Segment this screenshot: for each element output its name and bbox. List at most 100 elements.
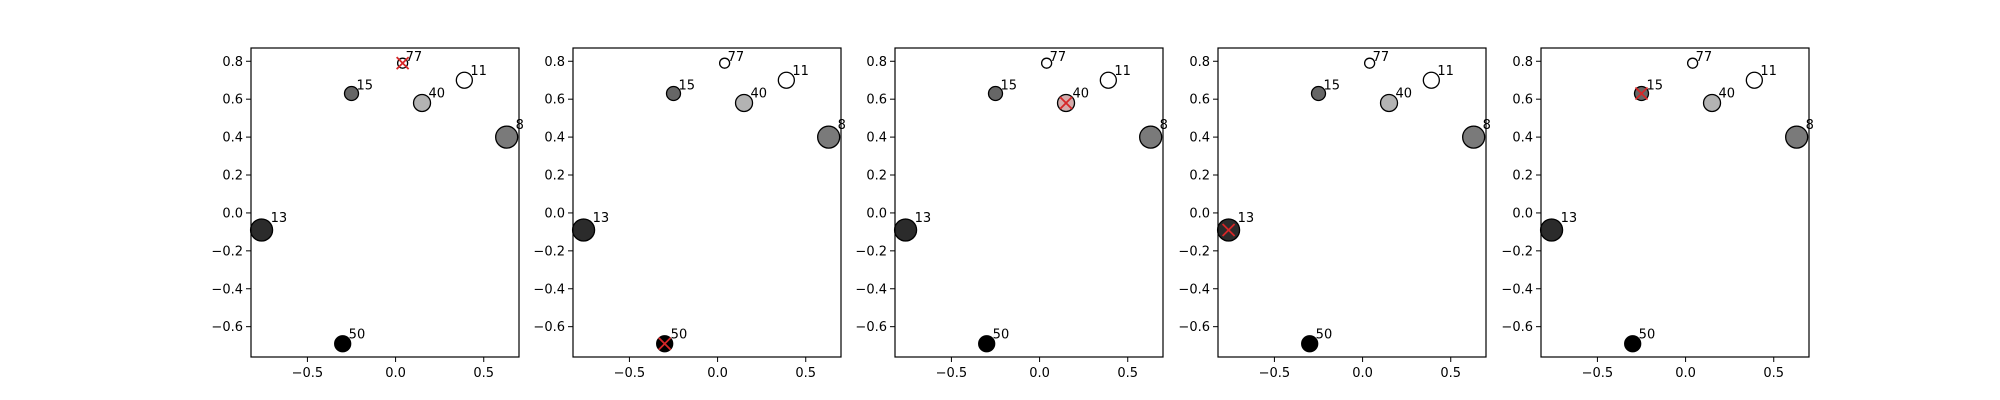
scatter-panel-3: 77 11 15 40 8 13 50 −0.5 0.0 0.5 −0.6 −0.4 −0.2 0.0 0.… [855,47,1168,381]
point-label-77: 77 [1050,50,1067,65]
point-11 [1422,71,1440,89]
highlight-marker-b [1634,86,1649,101]
x-tick-label: −0.5 [614,366,646,381]
y-tick-label: 0.8 [544,55,565,70]
y-tick-label: 0.2 [544,169,565,184]
point-label-13: 13 [1561,211,1578,226]
point-label-40: 40 [1396,86,1413,101]
point-label-15: 15 [1324,78,1341,93]
x-tick-label: −0.5 [292,366,324,381]
point-label-50: 50 [349,328,366,343]
x-tick-label: 0.5 [1117,366,1138,381]
x-tick-label: −0.5 [936,366,968,381]
point-label-11: 11 [1437,64,1454,79]
point-77 [1363,57,1376,69]
point-40 [734,93,754,113]
x-tick-label: 0.5 [795,366,816,381]
x-tick-label: 0.0 [1675,366,1696,381]
point-label-50: 50 [993,328,1010,343]
point-label-77: 77 [1696,50,1713,65]
point-label-11: 11 [1760,64,1777,79]
point-15 [987,85,1004,102]
y-tick-label: 0.0 [544,206,565,221]
y-tick-label: 0.2 [1189,169,1210,184]
y-tick-label: 0.6 [222,93,243,108]
point-label-15: 15 [679,78,696,93]
point-label-50: 50 [1316,328,1333,343]
point-label-77: 77 [406,50,423,65]
point-label-77: 77 [728,50,745,65]
point-label-40: 40 [1073,86,1090,101]
point-label-50: 50 [1639,328,1656,343]
point-label-40: 40 [1719,86,1736,101]
point-label-50: 50 [671,328,688,343]
point-label-13: 13 [1238,211,1255,226]
point-77 [1686,57,1699,69]
point-40 [1379,93,1399,113]
y-tick-label: −0.6 [533,320,565,335]
point-50 [1624,335,1642,353]
y-tick-label: −0.2 [1178,244,1210,259]
point-40 [1702,93,1722,113]
y-tick-label: −0.2 [533,244,565,259]
scatter-panel-4: 77 11 15 40 8 13 50 −0.5 0.0 0.5 −0.6 −0.4 −0.2 0.0 0.… [1178,47,1491,381]
point-11 [1745,71,1763,89]
y-tick-label: −0.4 [211,282,243,297]
axes-frame [1217,47,1487,358]
point-8 [1462,125,1486,149]
y-tick-label: 0.8 [222,55,243,70]
y-tick-label: 0.0 [1189,206,1210,221]
y-tick-label: 0.6 [866,93,887,108]
point-label-8: 8 [516,118,524,133]
point-label-40: 40 [751,86,768,101]
point-label-11: 11 [470,64,487,79]
point-label-15: 15 [1647,78,1664,93]
point-label-11: 11 [792,64,809,79]
y-tick-label: 0.8 [1189,55,1210,70]
point-50 [334,335,352,353]
x-tick-label: 0.0 [385,366,406,381]
point-label-13: 13 [271,211,288,226]
point-13 [893,218,918,242]
point-11 [1099,71,1117,89]
y-tick-label: 0.4 [544,131,565,146]
y-tick-label: 0.2 [1512,169,1533,184]
y-tick-label: −0.4 [855,282,887,297]
point-label-8: 8 [1160,118,1168,133]
axes-frame [1540,47,1810,358]
y-tick-label: 0.0 [866,206,887,221]
point-13 [1539,218,1564,242]
y-tick-label: −0.2 [855,244,887,259]
point-label-77: 77 [1373,50,1390,65]
y-tick-label: 0.2 [866,169,887,184]
point-label-8: 8 [838,118,846,133]
highlight-marker-b [395,56,410,70]
y-tick-label: −0.6 [1178,320,1210,335]
y-tick-label: 0.8 [866,55,887,70]
point-77 [718,57,731,69]
axes-frame [894,47,1164,358]
point-8 [495,125,519,149]
y-tick-label: −0.2 [211,244,243,259]
x-tick-label: −0.5 [1582,366,1614,381]
y-tick-label: 0.0 [1512,206,1533,221]
x-tick-label: 0.0 [1029,366,1050,381]
point-label-13: 13 [593,211,610,226]
point-label-11: 11 [1114,64,1131,79]
point-8 [1139,125,1163,149]
y-tick-label: −0.2 [1501,244,1533,259]
y-tick-label: 0.2 [222,169,243,184]
point-label-13: 13 [915,211,932,226]
x-tick-label: 0.5 [473,366,494,381]
scatter-panel-5: 77 11 15 40 8 13 50 −0.5 0.0 0.5 −0.6 −0.4 −0.2 0.0 0.… [1501,47,1814,381]
point-8 [1785,125,1809,149]
point-15 [1310,85,1327,102]
scatter-panel-1: 77 11 15 40 8 13 50 −0.5 0.0 0.5 −0.6 −0.4 −0.2 0.0 0.… [211,47,524,381]
point-15 [343,85,360,102]
point-11 [777,71,795,89]
point-label-15: 15 [1001,78,1018,93]
point-13 [249,218,274,242]
y-tick-label: −0.4 [533,282,565,297]
y-tick-label: −0.4 [1178,282,1210,297]
axes-frame [572,47,842,358]
